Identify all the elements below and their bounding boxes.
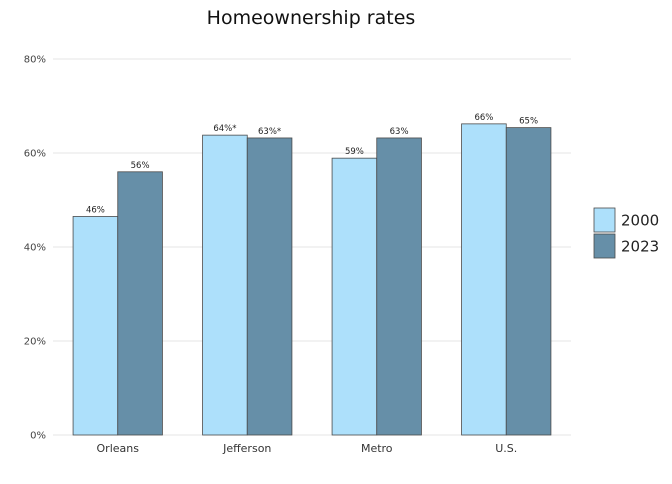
bars xyxy=(72,123,552,436)
chart-title: Homeownership rates xyxy=(207,7,416,29)
x-tick-label: U.S. xyxy=(495,442,517,455)
x-tick-label: Jefferson xyxy=(222,442,271,455)
x-tick-label: Orleans xyxy=(97,442,140,455)
bar-2000-orleans xyxy=(72,216,119,436)
x-tick-label: Metro xyxy=(361,442,393,455)
legend-swatch xyxy=(593,233,616,259)
data-label: 66% xyxy=(474,113,493,123)
y-axis-ticks: 0% 20% 40% 60% 80% xyxy=(24,55,46,442)
bar-2000-jefferson xyxy=(202,134,248,436)
data-label: 46% xyxy=(86,205,105,215)
bar-2023-jefferson xyxy=(246,137,293,436)
legend-label: 2023 xyxy=(621,238,659,256)
data-label: 64%* xyxy=(213,124,236,134)
bar-2000-metro xyxy=(331,157,378,436)
bar-2000-us xyxy=(461,123,507,436)
x-axis-ticks: Orleans Jefferson Metro U.S. xyxy=(97,442,518,455)
legend-label: 2000 xyxy=(621,212,659,230)
y-tick-label: 80% xyxy=(24,55,46,66)
legend-swatch xyxy=(593,207,616,233)
y-tick-label: 60% xyxy=(24,149,46,160)
bar-2023-metro xyxy=(376,137,422,436)
data-label: 56% xyxy=(131,161,150,171)
bar-2023-us xyxy=(505,127,552,436)
legend: 2000 2023 xyxy=(593,207,659,259)
data-label: 59% xyxy=(345,147,364,157)
data-labels: 46% 56% 64%* 63%* 59% 63% 66% 65% xyxy=(86,113,538,216)
y-tick-label: 20% xyxy=(24,337,46,348)
data-label: 65% xyxy=(519,117,538,127)
bar-2023-orleans xyxy=(117,171,163,436)
y-tick-label: 40% xyxy=(24,243,46,254)
y-tick-label: 0% xyxy=(30,431,46,442)
data-label: 63%* xyxy=(258,127,281,137)
data-label: 63% xyxy=(390,127,409,137)
